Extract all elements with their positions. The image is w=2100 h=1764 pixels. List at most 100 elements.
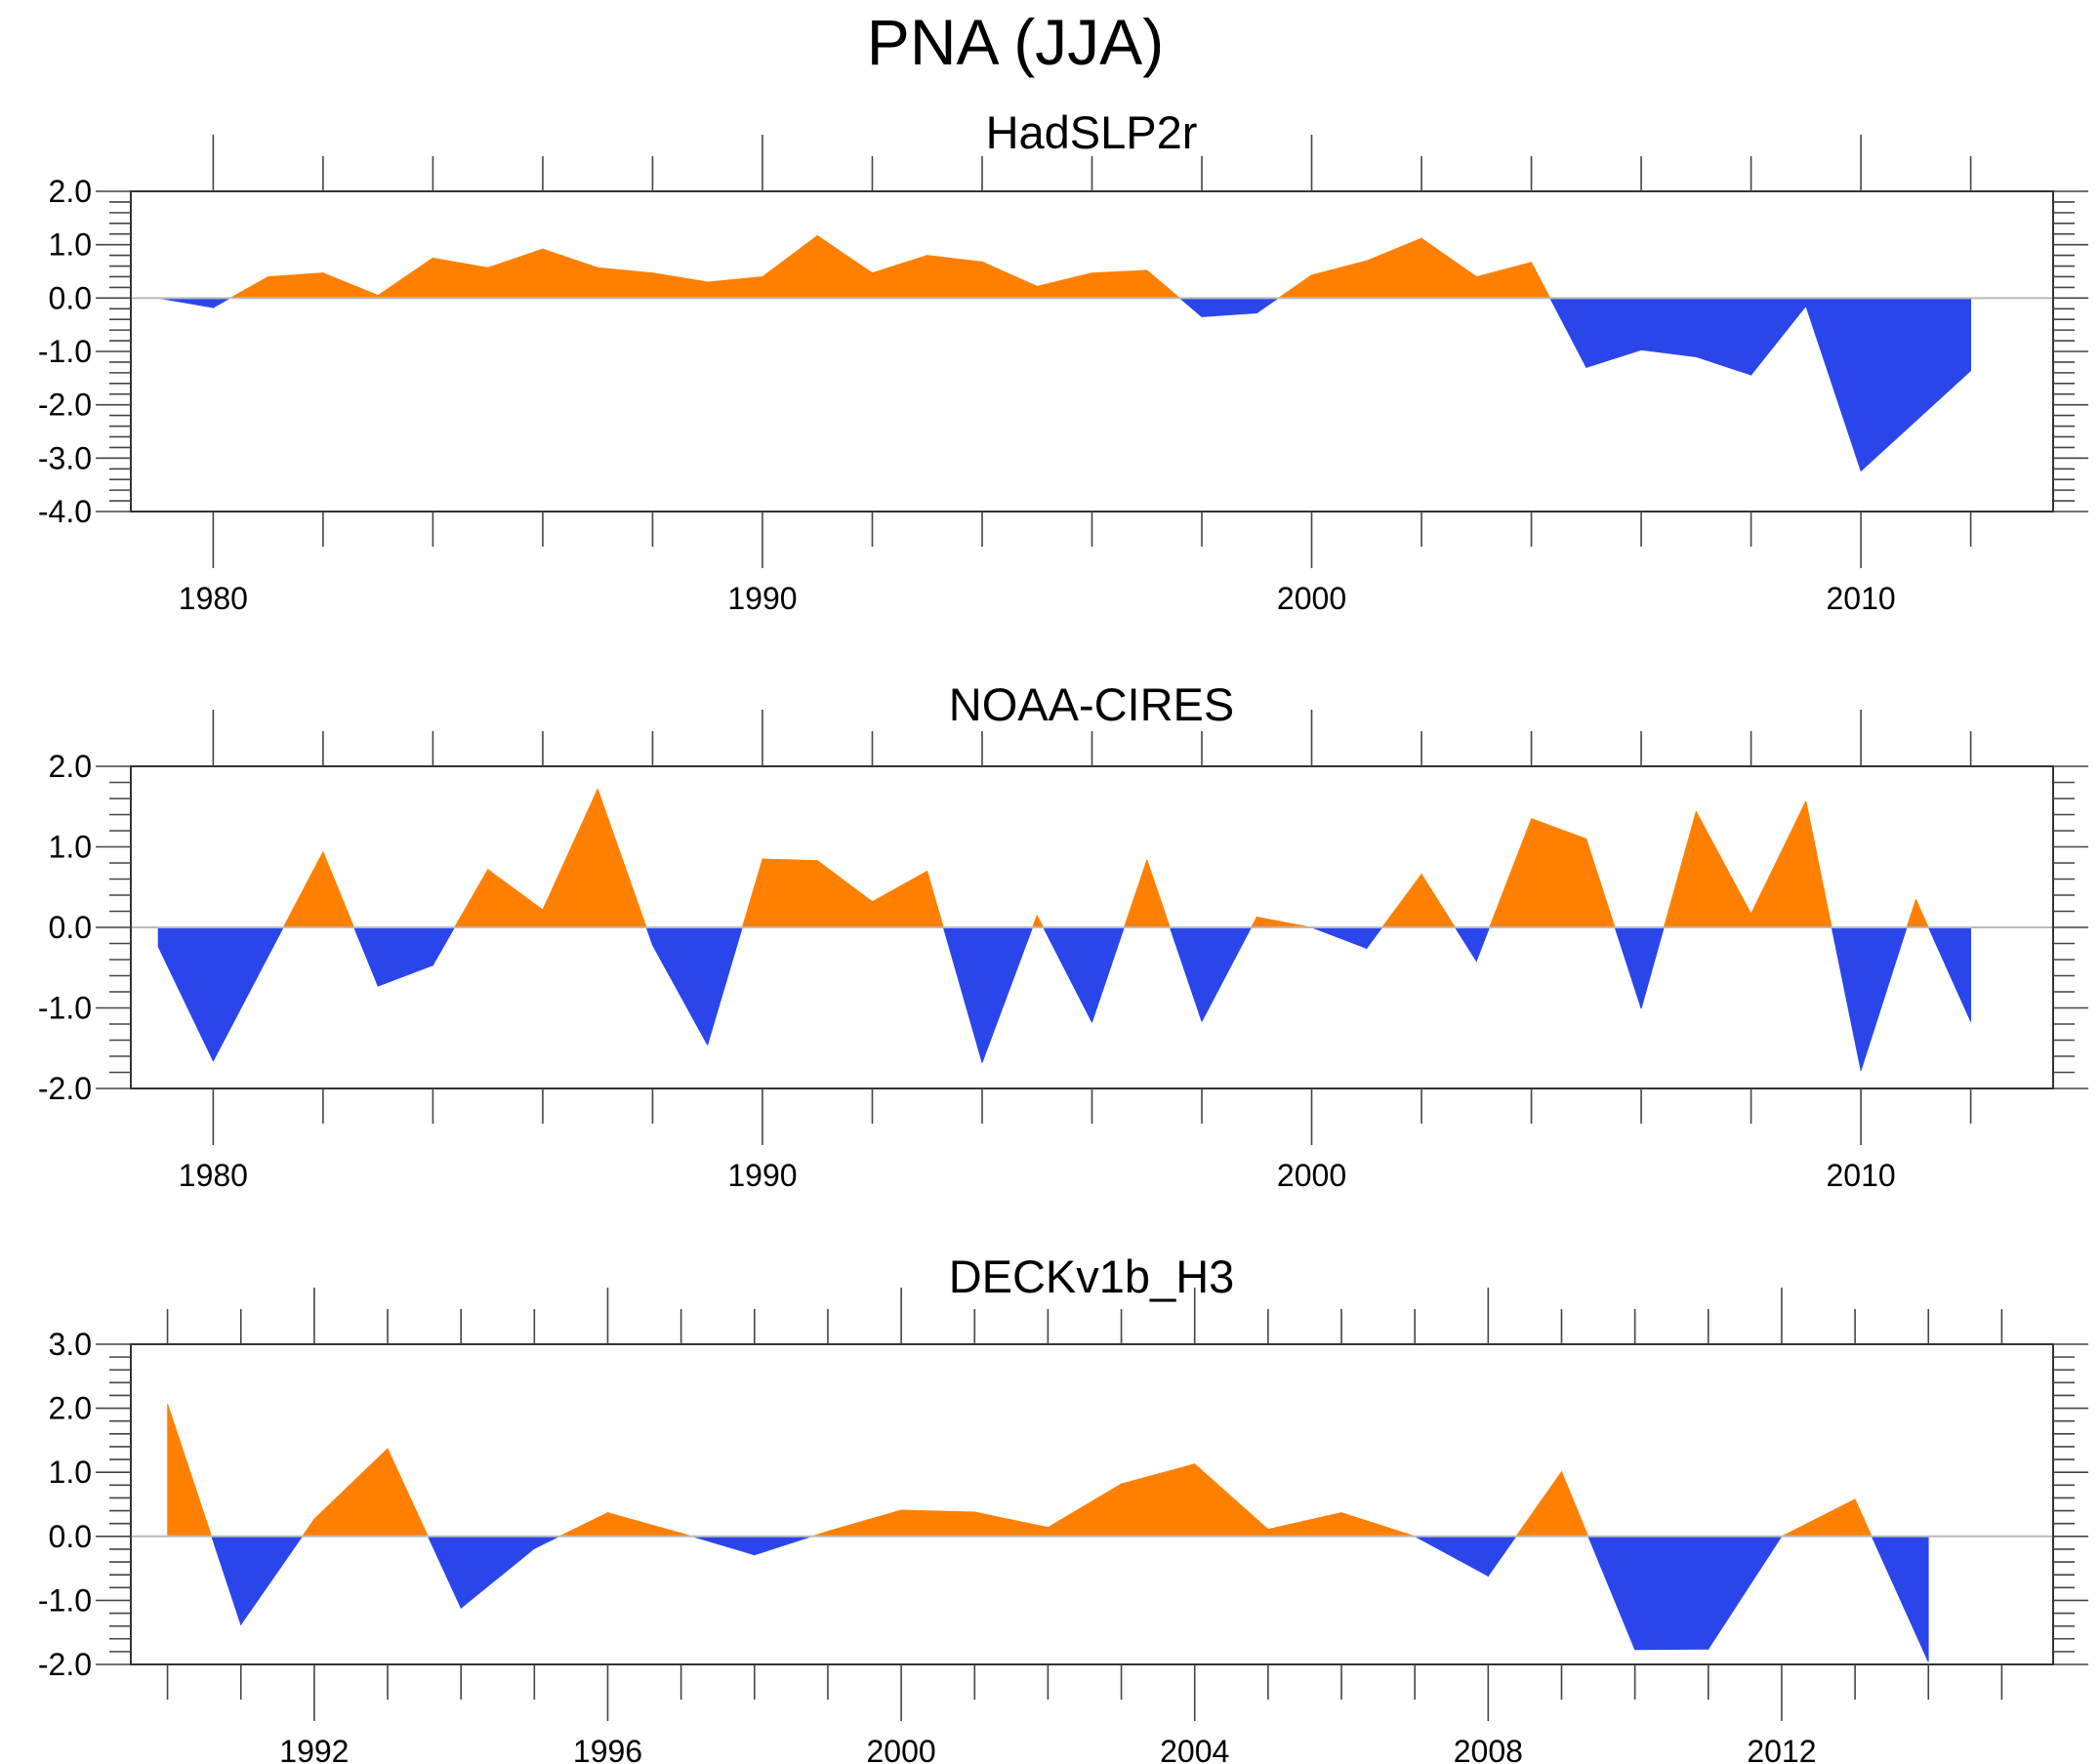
y-tick-label: 1.0: [49, 227, 92, 263]
positive-area: [1531, 262, 1551, 299]
positive-area: [1421, 873, 1457, 928]
negative-area: [212, 297, 232, 308]
plot-frame: [130, 1343, 2054, 1665]
positive-area: [1561, 1471, 1589, 1538]
y-tick-label: 3.0: [49, 1327, 92, 1362]
panel-deckv1b-h3: DECKv1b_H3 3.0 2.0 1.0 0.0 -1.0 -2.0 1992 1996 2…: [38, 1251, 2088, 1764]
negative-area: [942, 926, 983, 1063]
positive-area: [542, 248, 598, 299]
y-tick-label: -1.0: [38, 991, 92, 1026]
positive-area: [167, 1403, 213, 1538]
positive-area: [1123, 859, 1148, 928]
y-tick-label: 0.0: [49, 280, 92, 315]
y-tick-label: 1.0: [49, 830, 92, 865]
negative-area: [1454, 926, 1477, 963]
negative-area: [212, 926, 269, 1062]
positive-area: [926, 255, 983, 299]
y-tick-label: -3.0: [38, 440, 92, 475]
negative-area: [1708, 1536, 1783, 1651]
negative-area: [707, 926, 743, 1046]
positive-area: [1515, 1470, 1562, 1538]
positive-area: [1036, 272, 1092, 299]
x-tick-label: 2004: [1160, 1734, 1229, 1764]
y-tick-label: -4.0: [38, 494, 92, 529]
negative-area: [1927, 926, 1971, 1022]
positive-area: [1585, 839, 1616, 928]
positive-area: [1146, 269, 1181, 299]
positive-area: [741, 858, 763, 928]
negative-area: [533, 1536, 559, 1549]
positive-area: [1032, 915, 1038, 928]
negative-area: [1487, 1536, 1517, 1578]
negative-area: [1169, 926, 1203, 1022]
negative-area: [1860, 926, 1908, 1071]
positive-area: [1366, 237, 1422, 299]
negative-area: [211, 1536, 242, 1625]
x-tick-label: 2012: [1747, 1734, 1816, 1764]
negative-area: [645, 926, 653, 946]
y-tick-label: -2.0: [38, 388, 92, 423]
positive-area: [1489, 818, 1532, 928]
positive-area: [872, 870, 928, 928]
negative-area: [1860, 297, 1916, 472]
negative-area: [1475, 926, 1491, 962]
y-tick-label: 2.0: [49, 749, 92, 784]
positive-area: [1380, 873, 1422, 928]
negative-area: [1178, 297, 1203, 318]
x-tick-label: 1996: [573, 1734, 642, 1764]
negative-area: [1091, 926, 1125, 1023]
negative-area: [1587, 1536, 1635, 1651]
positive-area: [597, 788, 647, 928]
negative-area: [1831, 926, 1862, 1071]
negative-area: [1614, 926, 1642, 1009]
positive-area: [1906, 898, 1916, 928]
negative-area: [1640, 297, 1697, 357]
negative-area: [1805, 297, 1862, 472]
negative-area: [1366, 926, 1383, 950]
positive-area: [1267, 1511, 1342, 1538]
positive-area: [1805, 800, 1832, 928]
x-tick-label: 2010: [1827, 1158, 1896, 1193]
y-tick-label: -1.0: [38, 1582, 92, 1618]
positive-area: [377, 257, 433, 299]
positive-area: [762, 858, 818, 928]
y-tick-label: 2.0: [49, 174, 92, 209]
negative-area: [432, 926, 456, 967]
positive-area: [1663, 811, 1697, 928]
positive-area: [313, 1447, 389, 1538]
positive-area: [1695, 811, 1751, 928]
negative-area: [268, 926, 284, 957]
positive-area: [762, 234, 818, 299]
negative-area: [1915, 297, 1971, 423]
negative-area: [240, 1536, 304, 1626]
negative-area: [652, 926, 709, 1046]
negative-area: [158, 297, 214, 308]
positive-area: [607, 1511, 681, 1538]
positive-area: [453, 868, 489, 928]
positive-area: [1311, 260, 1368, 299]
positive-area: [872, 255, 928, 299]
x-tick-label: 1980: [179, 581, 248, 616]
x-tick-label: 1990: [727, 1158, 797, 1193]
positive-area: [707, 276, 763, 299]
x-tick-label: 2010: [1827, 581, 1896, 616]
negative-area: [1640, 926, 1665, 1009]
y-tick-label: -2.0: [38, 1647, 92, 1682]
positive-area: [1250, 917, 1257, 928]
negative-area: [691, 1536, 756, 1556]
y-tick-label: 1.0: [49, 1455, 92, 1490]
positive-area: [1854, 1498, 1873, 1538]
positive-area: [1121, 1463, 1196, 1538]
positive-area: [322, 272, 379, 299]
negative-area: [1256, 297, 1280, 314]
panel-title: NOAA-CIRES: [949, 678, 1235, 730]
positive-area: [1256, 916, 1312, 928]
negative-area: [981, 926, 1034, 1063]
negative-area: [1695, 297, 1751, 376]
positive-area: [816, 859, 873, 928]
y-tick-label: -1.0: [38, 334, 92, 369]
negative-area: [1549, 297, 1587, 368]
x-tick-label: 2008: [1454, 1734, 1523, 1764]
positive-area: [268, 272, 324, 299]
